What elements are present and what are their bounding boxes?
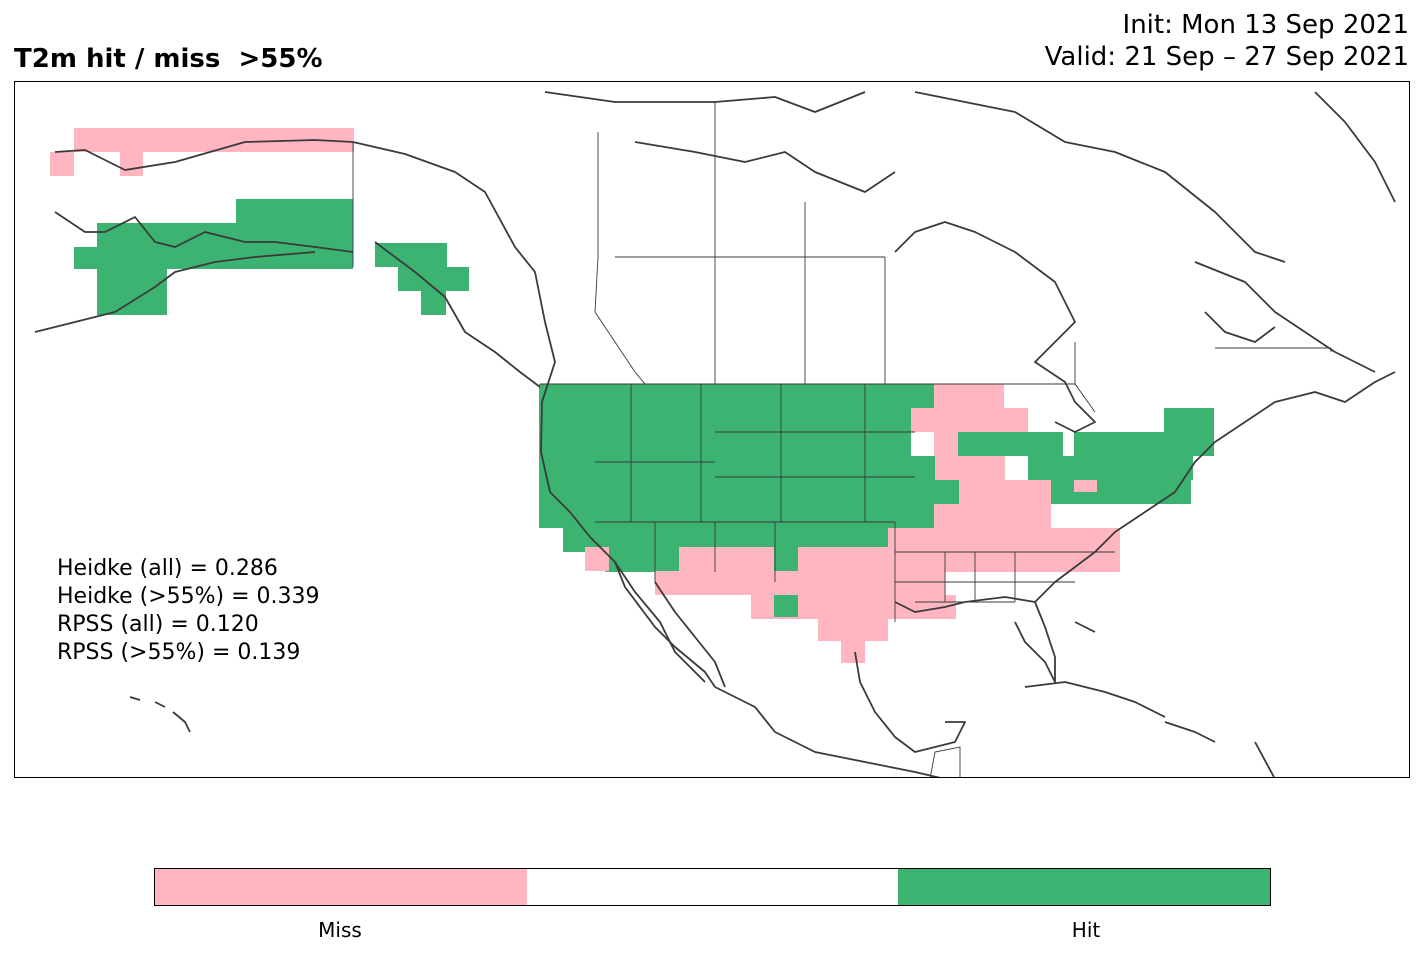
miss-cell <box>934 504 1051 528</box>
skill-scores: Heidke (all) = 0.286 Heidke (>55%) = 0.3… <box>57 555 320 667</box>
hit-cell <box>97 269 167 291</box>
colorbar-neutral-segment <box>526 869 899 905</box>
hit-cell <box>375 243 447 267</box>
miss-cell <box>841 641 865 663</box>
colorbar-hit-segment <box>898 869 1271 905</box>
hit-cell <box>1028 432 1063 456</box>
hit-cell <box>774 595 798 617</box>
stat-heidke-all: Heidke (all) = 0.286 <box>57 556 278 581</box>
miss-cell <box>934 384 1004 408</box>
miss-cell <box>818 617 888 641</box>
init-date: Init: Mon 13 Sep 2021 <box>1122 10 1409 40</box>
miss-cell <box>934 432 958 456</box>
miss-cell <box>935 456 1005 480</box>
north-america-map <box>34 91 1396 777</box>
stat-rpss-all: RPSS (all) = 0.120 <box>57 612 259 637</box>
hit-cell <box>74 247 353 269</box>
hit-cell <box>1074 432 1214 456</box>
hit-cell <box>539 480 959 504</box>
map-frame <box>14 81 1410 778</box>
hit-cell <box>1164 408 1214 432</box>
hit-cell <box>236 199 353 223</box>
hit-cell <box>609 547 679 571</box>
hit-cell <box>539 504 934 528</box>
miss-cell <box>798 547 958 571</box>
miss-cell <box>50 152 74 176</box>
hit-cell <box>1028 456 1193 480</box>
hit-cell <box>539 432 911 456</box>
hit-cell <box>539 456 935 480</box>
grid-cells <box>50 128 1214 663</box>
plot-title: T2m hit / miss >55% <box>14 44 323 74</box>
miss-cell <box>585 547 609 571</box>
hit-cell <box>97 291 167 315</box>
hit-cell <box>97 223 353 247</box>
valid-range: Valid: 21 Sep – 27 Sep 2021 <box>1044 42 1409 72</box>
hit-cell <box>958 432 1028 456</box>
miss-cell <box>911 408 1028 432</box>
miss-cell <box>120 152 143 176</box>
hit-cell <box>539 408 934 432</box>
hit-cell <box>774 547 798 562</box>
miss-cell <box>959 480 1051 504</box>
hit-cell <box>1051 492 1121 504</box>
political-borders <box>352 102 1332 777</box>
colorbar-label-hit: Hit <box>1071 918 1101 942</box>
colorbar <box>154 868 1271 906</box>
miss-cell <box>679 547 774 571</box>
coastlines <box>34 91 1396 777</box>
stat-heidke-55: Heidke (>55%) = 0.339 <box>57 584 320 609</box>
stat-rpss-55: RPSS (>55%) = 0.139 <box>57 640 301 665</box>
miss-cell <box>655 571 945 595</box>
colorbar-miss-segment <box>155 869 527 905</box>
hit-cell <box>539 384 934 408</box>
colorbar-label-miss: Miss <box>318 918 362 942</box>
